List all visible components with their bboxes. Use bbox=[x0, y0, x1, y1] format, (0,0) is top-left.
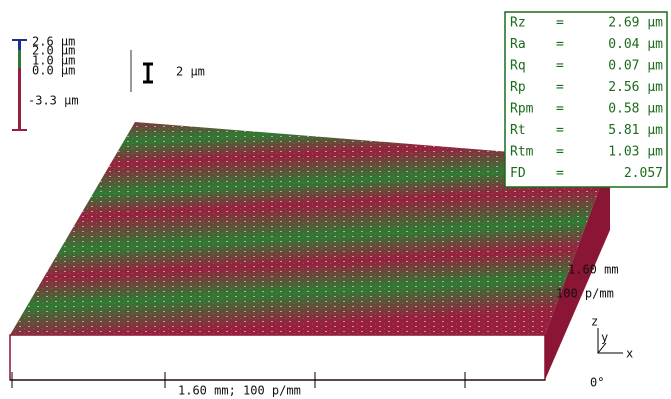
side-face bbox=[545, 160, 610, 380]
parameter-value: 1.03 µm bbox=[608, 145, 663, 160]
scale-bar-label: 2 µm bbox=[176, 65, 205, 79]
parameter-name: Rp bbox=[510, 80, 526, 95]
scale-green bbox=[18, 50, 21, 68]
parameter-name: FD bbox=[510, 166, 526, 181]
parameter-value: 2.56 µm bbox=[608, 80, 663, 95]
parameter-equals: = bbox=[556, 80, 564, 95]
orientation-z: z bbox=[591, 315, 598, 329]
parameter-equals: = bbox=[556, 102, 564, 117]
parameter-value: 5.81 µm bbox=[608, 123, 663, 138]
scale-label: 0.0 µm bbox=[32, 64, 75, 78]
x-ticks bbox=[11, 372, 466, 388]
parameter-name: Rtm bbox=[510, 145, 534, 160]
parameter-equals: = bbox=[556, 59, 564, 74]
parameter-box bbox=[504, 11, 668, 188]
scale-label: 1.0 µm bbox=[32, 54, 75, 68]
parameter-equals: = bbox=[556, 16, 564, 31]
parameter-name: Rz bbox=[510, 16, 526, 31]
parameter-value: 2.69 µm bbox=[608, 16, 663, 31]
parameter-name: Rq bbox=[510, 59, 526, 74]
surface-texture bbox=[10, 122, 610, 335]
scale-bar bbox=[143, 62, 153, 84]
y-length: 1.60 mm bbox=[568, 263, 619, 277]
parameter-value: 0.04 µm bbox=[608, 37, 663, 52]
parameter-name: Rpm bbox=[510, 102, 534, 117]
parameter-name: Rt bbox=[510, 123, 526, 138]
y-resolution: 100 p/mm bbox=[556, 287, 614, 301]
scale-label: -3.3 µm bbox=[28, 94, 79, 108]
parameter-value: 0.58 µm bbox=[608, 102, 663, 117]
parameter-equals: = bbox=[556, 145, 564, 160]
parameter-value: 0.07 µm bbox=[608, 59, 663, 74]
parameter-equals: = bbox=[556, 123, 564, 138]
parameter-equals: = bbox=[556, 166, 564, 181]
orientation-icon bbox=[597, 328, 623, 354]
orientation-y: y bbox=[601, 331, 608, 345]
view-angle: 0° bbox=[590, 376, 604, 390]
x-axis-label: 1.60 mm; 100 p/mm bbox=[178, 384, 301, 398]
orientation-x: x bbox=[626, 347, 633, 361]
scale-label: 2.0 µm bbox=[32, 44, 75, 58]
parameter-equals: = bbox=[556, 37, 564, 52]
scale-label: 2.6 µm bbox=[32, 35, 75, 49]
scale-red bbox=[18, 68, 21, 130]
scale-blue bbox=[18, 40, 21, 50]
parameter-value: 2.057 bbox=[624, 166, 663, 181]
parameter-table: Rz = 2.69 µm Ra = 0.04 µm Rq = 0.07 µm Rp = 2.56 µm… bbox=[510, 16, 663, 182]
parameter-name: Ra bbox=[510, 37, 526, 52]
